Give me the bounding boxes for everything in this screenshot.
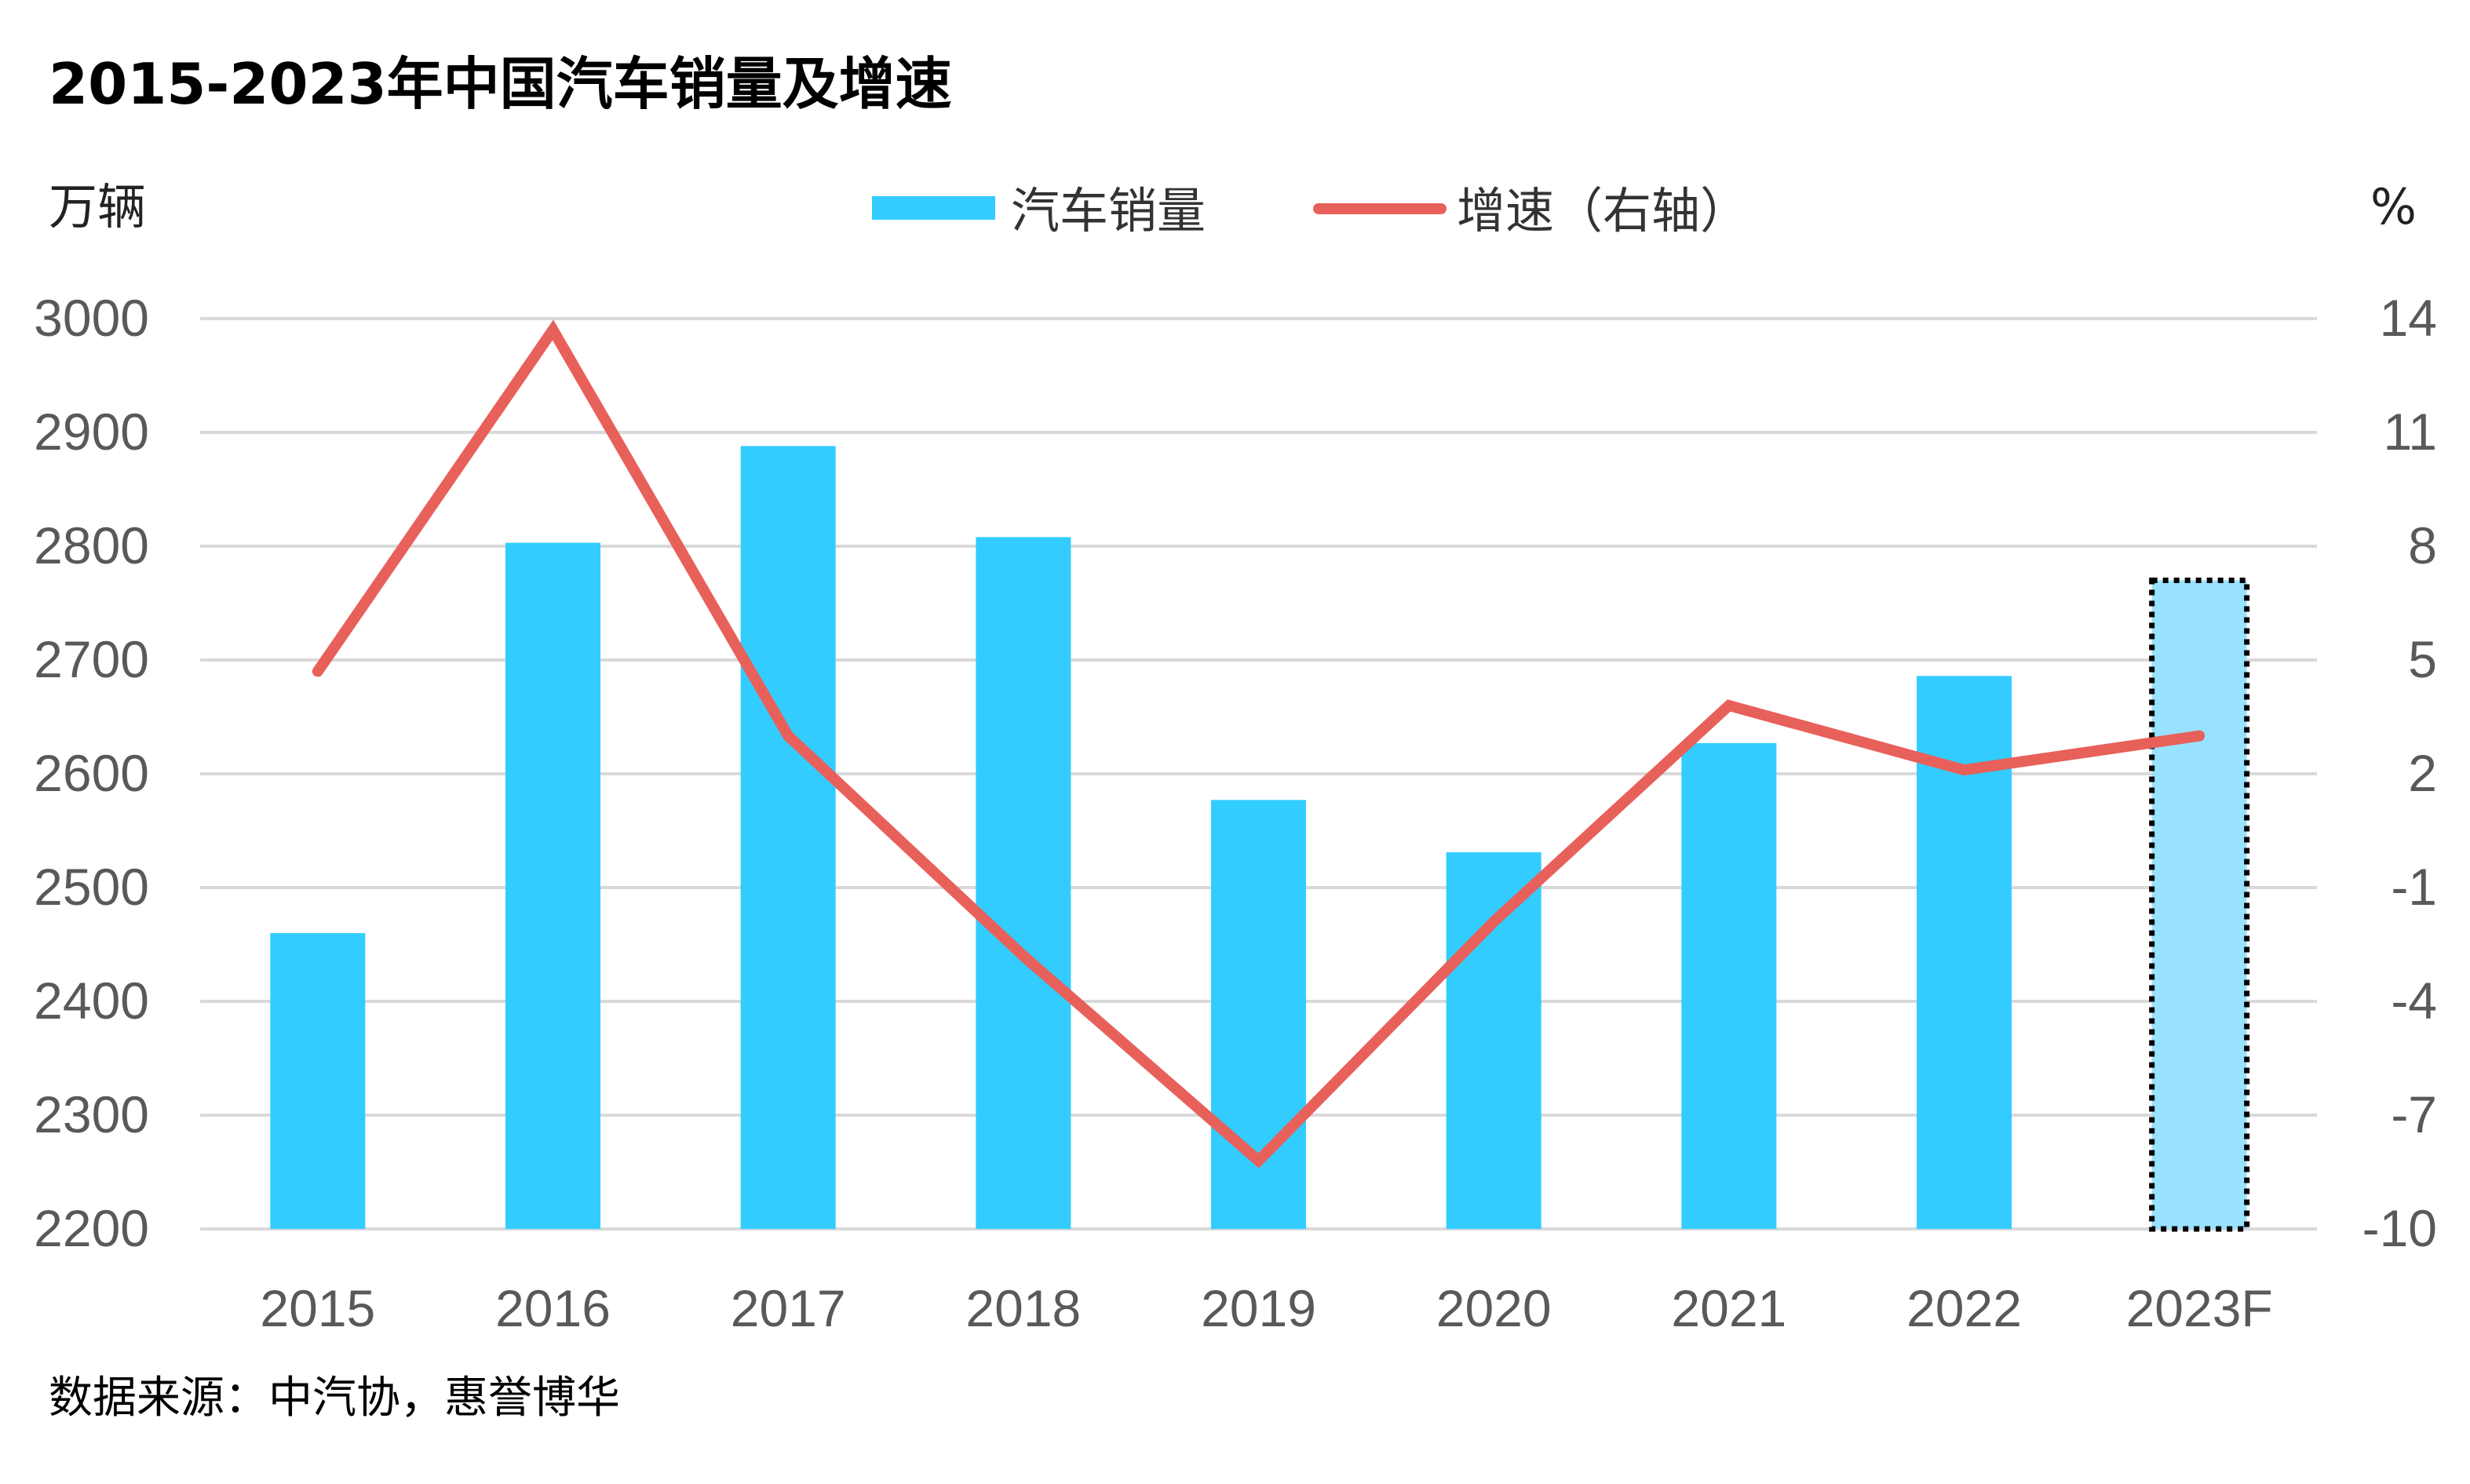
right-tick-label: -10 <box>2362 1199 2437 1257</box>
right-tick-label: -7 <box>2391 1085 2437 1143</box>
right-tick-label: 5 <box>2408 630 2437 688</box>
legend: 汽车销量 增速（右轴） <box>872 182 1749 239</box>
legend-label-sales: 汽车销量 <box>1011 182 1206 239</box>
left-tick-label: 2300 <box>34 1085 149 1143</box>
x-tick-label: 2018 <box>965 1279 1081 1337</box>
right-axis-ticks: 14 11 8 5 2 -1 -4 -7 -10 <box>2362 289 2437 1257</box>
left-tick-label: 2400 <box>34 972 149 1030</box>
legend-label-growth: 增速（右轴） <box>1457 182 1749 239</box>
right-axis-unit: % <box>2370 178 2417 235</box>
left-tick-label: 2200 <box>34 1199 149 1257</box>
x-tick-label: 2016 <box>495 1279 611 1337</box>
left-axis-unit: 万辆 <box>49 178 146 235</box>
x-tick-label: 2021 <box>1671 1279 1786 1337</box>
right-tick-label: 11 <box>2383 403 2437 461</box>
bar <box>976 537 1071 1229</box>
growth-line <box>312 319 2205 1169</box>
growth-line-group <box>312 319 2205 1169</box>
left-tick-label: 2800 <box>34 516 149 574</box>
bar <box>505 542 600 1229</box>
left-tick-label: 2600 <box>34 744 149 802</box>
x-tick-label: 2020 <box>1436 1279 1552 1337</box>
bar <box>740 446 836 1229</box>
bar <box>1681 742 1777 1229</box>
x-tick-label: 2019 <box>1201 1279 1316 1337</box>
right-tick-label: 2 <box>2408 744 2437 802</box>
right-tick-label: 8 <box>2408 516 2437 574</box>
bar <box>1446 852 1541 1229</box>
right-tick-label: -1 <box>2391 858 2437 916</box>
left-tick-label: 2700 <box>34 630 149 688</box>
bars <box>270 446 2250 1232</box>
left-tick-label: 2900 <box>34 403 149 461</box>
x-axis-ticks: 2015 2016 2017 2018 2019 2020 2021 2022 2023F <box>260 1279 2272 1337</box>
right-tick-label: 14 <box>2380 289 2437 347</box>
bar <box>270 933 366 1229</box>
x-tick-label: 2022 <box>1906 1279 2022 1337</box>
left-tick-label: 3000 <box>34 289 149 347</box>
bar-forecast <box>2149 578 2250 1232</box>
x-tick-label: 2017 <box>731 1279 846 1337</box>
chart-title: 2015-2023年中国汽车销量及增速 <box>49 51 952 117</box>
x-tick-label: 2023F <box>2126 1279 2273 1337</box>
legend-swatch-bar <box>872 196 995 220</box>
left-axis-ticks: 3000 2900 2800 2700 2600 2500 2400 2300 2200 <box>34 289 149 1257</box>
source-note: 数据来源：中汽协，惠誉博华 <box>49 1373 620 1424</box>
x-tick-label: 2015 <box>260 1279 375 1337</box>
left-tick-label: 2500 <box>34 858 149 916</box>
right-tick-label: -4 <box>2391 972 2437 1030</box>
